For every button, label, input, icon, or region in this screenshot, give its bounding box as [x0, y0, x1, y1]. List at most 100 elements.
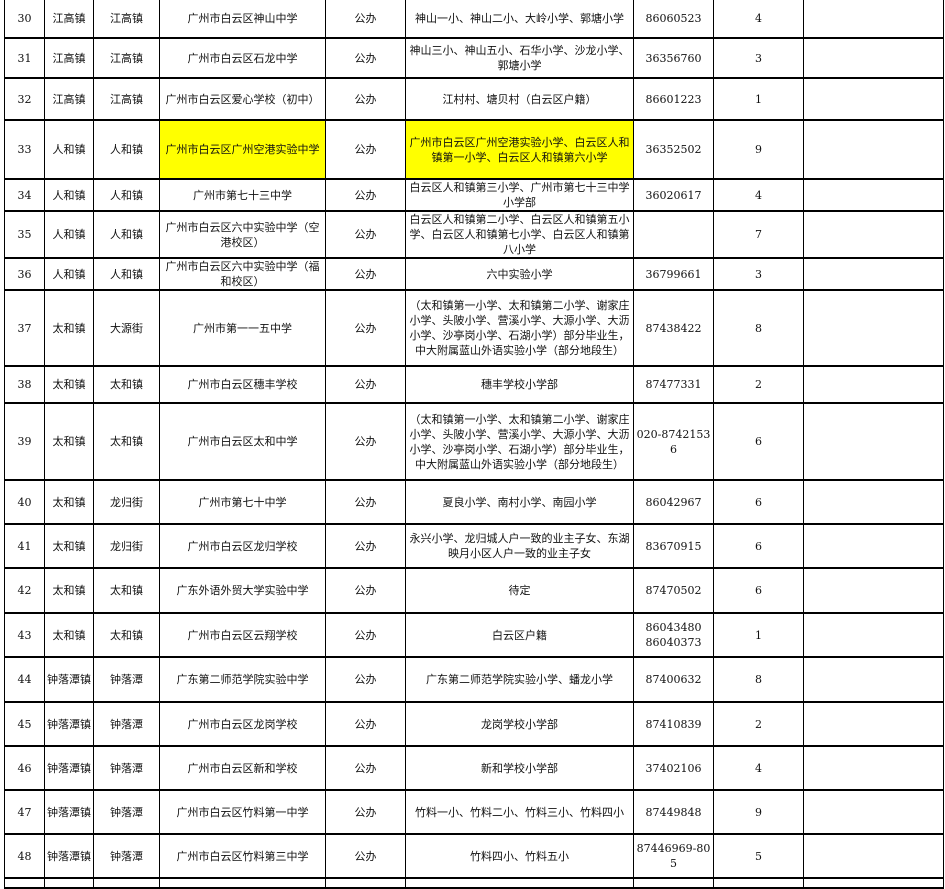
table-row: 40 太和镇 龙归街 广州市第七十中学 公办 夏良小学、南村小学、南园小学 86042967…	[4, 479, 944, 525]
school-type-cell: 公办	[325, 77, 406, 121]
table-row: 39 太和镇 太和镇 广州市白云区太和中学 公办 （太和镇第一小学、太和镇第二小学、谢家庄…	[4, 402, 944, 481]
street-cell: 钟落潭	[93, 745, 160, 791]
primary-schools-cell: 永兴小学、龙归城人户一致的业主子女、东湖映月小区人户一致的业主子女	[405, 523, 634, 569]
count-cell: 6	[713, 567, 804, 614]
street-cell: 钟落潭	[93, 656, 160, 703]
table-row: 43 太和镇 太和镇 广州市白云区云翔学校 公办 白云区户籍 86043480 860403…	[4, 612, 944, 658]
school-type-cell: 公办	[325, 289, 406, 367]
street-cell: 江高镇	[93, 0, 160, 39]
primary-schools-cell: 竹料一小、竹料二小、竹料三小、竹料四小	[405, 789, 634, 835]
school-type-cell: 公办	[325, 833, 406, 879]
count-cell: 2	[713, 365, 804, 404]
primary-schools-cell: 白云区人和镇第二小学、白云区人和镇第五小学、白云区人和镇第七小学、白云区人和镇第…	[405, 210, 634, 259]
street-cell: 钟落潭	[93, 701, 160, 747]
middle-school-cell: 广州市白云区龙岗学校	[159, 701, 326, 747]
school-type-cell: 公办	[325, 178, 406, 212]
note-cell	[803, 210, 944, 259]
street-cell: 太和镇	[93, 402, 160, 481]
table-row: 46 钟落潭镇 钟落潭 广州市白云区新和学校 公办 新和学校小学部 37402106 4	[4, 745, 944, 791]
count-cell: 5	[713, 833, 804, 879]
phone-cell: 86043480 86040373	[633, 612, 714, 658]
middle-school-cell: 广州市白云区六中实验中学（福和校区）	[159, 257, 326, 291]
note-cell	[803, 178, 944, 212]
phone-cell: 83670915	[633, 523, 714, 569]
note-cell	[803, 567, 944, 614]
primary-schools-cell: 神山三小、神山五小、石华小学、沙龙小学、郭塘小学	[405, 37, 634, 79]
town-cell: 人和镇	[44, 119, 94, 180]
empty-cell	[44, 877, 94, 889]
town-cell: 太和镇	[44, 612, 94, 658]
school-type-cell: 公办	[325, 119, 406, 180]
note-cell	[803, 833, 944, 879]
middle-school-cell: 广州市白云区云翔学校	[159, 612, 326, 658]
table-row: 36 人和镇 人和镇 广州市白云区六中实验中学（福和校区） 公办 六中实验小学 367996…	[4, 257, 944, 291]
school-type-cell: 公办	[325, 523, 406, 569]
count-cell: 9	[713, 119, 804, 180]
row-number: 31	[4, 37, 45, 79]
phone-cell: 36356760	[633, 37, 714, 79]
count-cell: 1	[713, 77, 804, 121]
town-cell: 太和镇	[44, 402, 94, 481]
empty-cell	[713, 877, 804, 889]
count-cell: 1	[713, 612, 804, 658]
empty-cell	[159, 877, 326, 889]
table-row: 42 太和镇 太和镇 广东外语外贸大学实验中学 公办 待定 87470502 6	[4, 567, 944, 614]
count-cell: 4	[713, 0, 804, 39]
middle-school-cell: 广州市白云区六中实验中学（空港校区）	[159, 210, 326, 259]
primary-schools-cell: 六中实验小学	[405, 257, 634, 291]
row-number: 34	[4, 178, 45, 212]
phone-cell: 36020617	[633, 178, 714, 212]
count-cell: 2	[713, 701, 804, 747]
count-cell: 8	[713, 656, 804, 703]
phone-cell	[633, 210, 714, 259]
phone-cell: 37402106	[633, 745, 714, 791]
note-cell	[803, 523, 944, 569]
middle-school-cell: 广州市第七十三中学	[159, 178, 326, 212]
town-cell: 人和镇	[44, 210, 94, 259]
note-cell	[803, 77, 944, 121]
row-number: 40	[4, 479, 45, 525]
street-cell: 人和镇	[93, 257, 160, 291]
primary-schools-cell: 龙岗学校小学部	[405, 701, 634, 747]
school-type-cell: 公办	[325, 402, 406, 481]
table-row: 41 太和镇 龙归街 广州市白云区龙归学校 公办 永兴小学、龙归城人户一致的业主子女、东湖…	[4, 523, 944, 569]
school-type-cell: 公办	[325, 365, 406, 404]
note-cell	[803, 479, 944, 525]
phone-cell: 87477331	[633, 365, 714, 404]
row-number: 32	[4, 77, 45, 121]
phone-cell: 87400632	[633, 656, 714, 703]
empty-cell	[325, 877, 406, 889]
primary-schools-cell: 新和学校小学部	[405, 745, 634, 791]
school-type-cell: 公办	[325, 612, 406, 658]
street-cell: 江高镇	[93, 37, 160, 79]
row-number: 44	[4, 656, 45, 703]
count-cell: 7	[713, 210, 804, 259]
row-number: 39	[4, 402, 45, 481]
school-type-cell: 公办	[325, 701, 406, 747]
count-cell: 8	[713, 289, 804, 367]
town-cell: 太和镇	[44, 523, 94, 569]
table-row: 47 钟落潭镇 钟落潭 广州市白云区竹料第一中学 公办 竹料一小、竹料二小、竹料三小、竹料…	[4, 789, 944, 835]
middle-school-cell: 广州市白云区穗丰学校	[159, 365, 326, 404]
street-cell: 龙归街	[93, 523, 160, 569]
row-number: 46	[4, 745, 45, 791]
school-type-cell: 公办	[325, 567, 406, 614]
row-number: 30	[4, 0, 45, 39]
middle-school-cell: 广东第二师范学院实验中学	[159, 656, 326, 703]
town-cell: 钟落潭镇	[44, 701, 94, 747]
street-cell: 钟落潭	[93, 789, 160, 835]
count-cell: 3	[713, 37, 804, 79]
table-row-partial	[4, 877, 944, 889]
count-cell: 4	[713, 178, 804, 212]
middle-school-cell: 广州市白云区太和中学	[159, 402, 326, 481]
row-number: 37	[4, 289, 45, 367]
primary-schools-cell: 夏良小学、南村小学、南园小学	[405, 479, 634, 525]
note-cell	[803, 289, 944, 367]
middle-school-cell: 广州市白云区神山中学	[159, 0, 326, 39]
primary-schools-cell: 白云区户籍	[405, 612, 634, 658]
phone-cell: 86042967	[633, 479, 714, 525]
primary-schools-cell: （太和镇第一小学、太和镇第二小学、谢家庄小学、头陂小学、营溪小学、大源小学、大沥…	[405, 289, 634, 367]
street-cell: 太和镇	[93, 612, 160, 658]
note-cell	[803, 612, 944, 658]
street-cell: 江高镇	[93, 77, 160, 121]
